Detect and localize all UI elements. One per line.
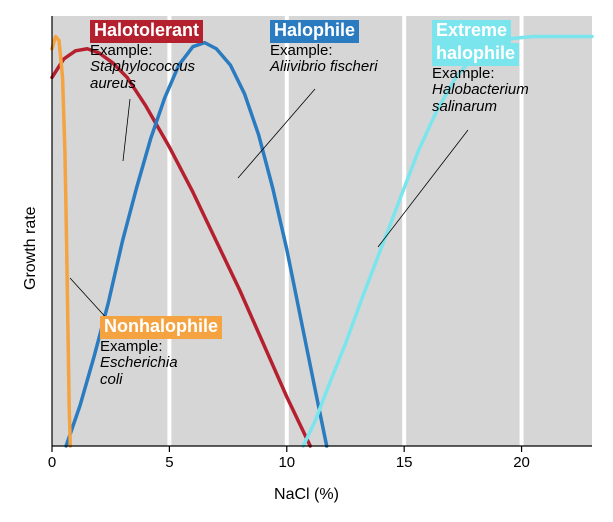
x-axis-label: NaCl (%) (0, 486, 613, 504)
y-axis-label: Growth rate (22, 206, 40, 290)
x-tick-label: 20 (502, 454, 542, 471)
x-tick-label: 15 (384, 454, 424, 471)
x-tick-label: 0 (32, 454, 72, 471)
x-tick-label: 5 (149, 454, 189, 471)
x-tick-label: 10 (267, 454, 307, 471)
chart-svg (0, 0, 613, 522)
chart-container: Growth rate HalotolerantExample:Staphylo… (0, 0, 613, 522)
